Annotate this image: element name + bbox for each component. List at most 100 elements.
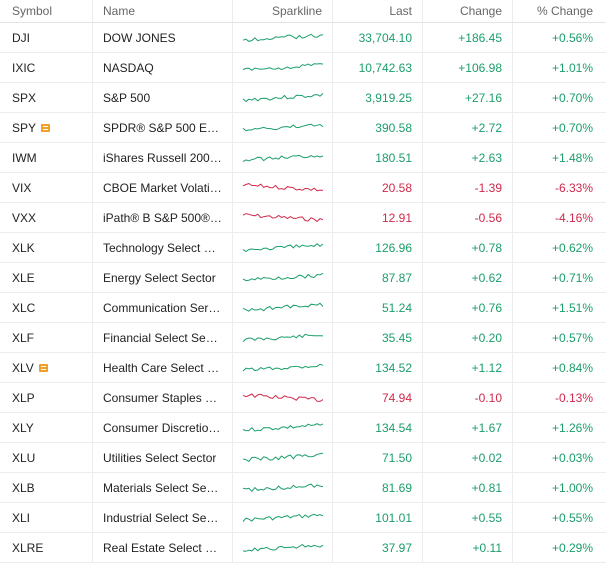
- table-row[interactable]: XLE Energy Select Sector 87.87 +0.62 +0.71%: [0, 263, 606, 293]
- symbol-cell[interactable]: XLB: [0, 473, 93, 502]
- symbol-text[interactable]: VXX: [12, 210, 37, 225]
- symbol-text[interactable]: XLI: [12, 510, 31, 525]
- table-row[interactable]: VIX CBOE Market Volatility Index 20.58-1.3…: [0, 173, 606, 203]
- name-text: Consumer Discretionary: [103, 420, 223, 435]
- symbol-text[interactable]: SPY: [12, 120, 37, 135]
- last-cell: 101.01: [333, 503, 423, 532]
- change-cell: +0.02: [423, 443, 513, 472]
- sparkline-chart: [242, 483, 323, 492]
- note-icon[interactable]: [38, 363, 48, 372]
- pct-change-cell: +0.70%: [551, 120, 593, 135]
- table-row[interactable]: DJI DOW JONES 33,704.10 +186.45 +0.56%: [0, 23, 606, 53]
- symbol-text[interactable]: XLV: [12, 360, 34, 375]
- sparkline-line: [242, 452, 323, 462]
- symbol-cell[interactable]: XLE: [0, 263, 93, 292]
- name-cell: Industrial Select Sector: [93, 503, 233, 532]
- symbol-cell[interactable]: XLY: [0, 413, 93, 442]
- header-pct-change[interactable]: % Change: [536, 4, 593, 18]
- symbol-cell[interactable]: VIX: [0, 173, 93, 202]
- pct-change-cell: -6.33%: [554, 180, 593, 195]
- table-row[interactable]: XLF Financial Select Sector 35.45 +0.20 +0.5…: [0, 323, 606, 353]
- symbol-cell[interactable]: XLI: [0, 503, 93, 532]
- table-row[interactable]: XLY Consumer Discretionary 134.54 +1.67 +1.2…: [0, 413, 606, 443]
- table-row[interactable]: XLC Communication Services 51.24 +0.76 +1.51…: [0, 293, 606, 323]
- symbol-cell[interactable]: XLV: [0, 353, 93, 382]
- symbol-text[interactable]: XLRE: [12, 540, 44, 555]
- name-cell: SPDR® S&P 500 ETF Trust: [93, 113, 233, 142]
- name-text: iPath® B S&P 500® VIX: [103, 210, 223, 225]
- sparkline-chart: [242, 242, 323, 252]
- change-cell: +1.67: [423, 413, 513, 442]
- table-row[interactable]: VXX iPath® B S&P 500® VIX 12.91 -0.56 -4.16%: [0, 203, 606, 233]
- sparkline-cell: [233, 173, 333, 202]
- change-cell: +186.45: [423, 23, 513, 52]
- sparkline-chart: [242, 62, 323, 71]
- sparkline-chart: [242, 452, 323, 462]
- note-icon[interactable]: [41, 123, 51, 132]
- sparkline-line: [242, 363, 323, 371]
- symbol-cell[interactable]: XLP: [0, 383, 93, 412]
- symbol-cell[interactable]: DJI: [0, 23, 93, 52]
- sparkline-line: [242, 123, 323, 131]
- last-cell: 134.54: [333, 413, 423, 442]
- symbol-text[interactable]: XLC: [12, 300, 36, 315]
- symbol-cell[interactable]: XLF: [0, 323, 93, 352]
- pct-change-cell: +1.48%: [551, 150, 593, 165]
- sparkline-chart: [242, 422, 323, 432]
- table-row[interactable]: SPY SPDR® S&P 500 ETF Trust 390.58+2.72 +0.…: [0, 113, 606, 143]
- header-symbol[interactable]: Symbol: [0, 0, 93, 22]
- sparkline-line: [242, 92, 323, 102]
- table-row[interactable]: XLV Health Care Select Sector 134.52+1.12 +…: [0, 353, 606, 383]
- change-cell: +0.78: [423, 233, 513, 262]
- table-row[interactable]: XLRE Real Estate Select Sector 37.97+0.11 +…: [0, 533, 606, 563]
- sparkline-line: [242, 212, 323, 222]
- symbol-text[interactable]: IWM: [12, 150, 37, 165]
- symbol-cell[interactable]: XLK: [0, 233, 93, 262]
- table-row[interactable]: SPX S&P 500 3,919.25 +27.16 +0.70%: [0, 83, 606, 113]
- symbol-text[interactable]: XLB: [12, 480, 35, 495]
- table-row[interactable]: IXIC NASDAQ 10,742.63 +106.98 +1.01%: [0, 53, 606, 83]
- symbol-text[interactable]: DJI: [12, 30, 30, 45]
- sparkline-cell: [233, 113, 333, 142]
- table-row[interactable]: XLK Technology Select Sector 126.96+0.78 +0…: [0, 233, 606, 263]
- pct-change-cell: +1.01%: [551, 60, 593, 75]
- symbol-text[interactable]: XLK: [12, 240, 35, 255]
- header-name[interactable]: Name: [93, 0, 233, 22]
- symbol-text[interactable]: XLY: [12, 420, 34, 435]
- table-row[interactable]: XLI Industrial Select Sector 101.01 +0.55 +0…: [0, 503, 606, 533]
- name-text: S&P 500: [103, 90, 151, 105]
- sparkline-chart: [242, 392, 323, 402]
- symbol-text[interactable]: XLP: [12, 390, 35, 405]
- sparkline-line: [242, 182, 323, 191]
- table-row[interactable]: IWM iShares Russell 2000 ETF 180.51+2.63 +1…: [0, 143, 606, 173]
- symbol-cell[interactable]: XLC: [0, 293, 93, 322]
- name-cell: iPath® B S&P 500® VIX: [93, 203, 233, 232]
- symbol-cell[interactable]: IWM: [0, 143, 93, 172]
- change-cell: +0.11: [423, 533, 513, 562]
- symbol-cell[interactable]: SPX: [0, 83, 93, 112]
- header-sparkline[interactable]: Sparkline: [233, 0, 333, 22]
- change-cell: +0.55: [423, 503, 513, 532]
- symbol-text[interactable]: IXIC: [12, 60, 36, 75]
- symbol-cell[interactable]: VXX: [0, 203, 93, 232]
- name-cell: Financial Select Sector: [93, 323, 233, 352]
- symbol-text[interactable]: XLE: [12, 270, 35, 285]
- table-row[interactable]: XLU Utilities Select Sector 71.50 +0.02 +0.0…: [0, 443, 606, 473]
- sparkline-cell: [233, 413, 333, 442]
- table-body: DJI DOW JONES 33,704.10 +186.45 +0.56% IXIC NA…: [0, 23, 606, 563]
- change-cell: +27.16: [423, 83, 513, 112]
- table-row[interactable]: XLB Materials Select Sector 81.69 +0.81 +1.0…: [0, 473, 606, 503]
- symbol-cell[interactable]: XLU: [0, 443, 93, 472]
- symbol-text[interactable]: XLF: [12, 330, 35, 345]
- symbol-text[interactable]: VIX: [12, 180, 32, 195]
- header-change[interactable]: Change: [423, 0, 513, 22]
- symbol-text[interactable]: XLU: [12, 450, 36, 465]
- symbol-cell[interactable]: IXIC: [0, 53, 93, 82]
- last-cell: 71.50: [333, 443, 423, 472]
- symbol-text[interactable]: SPX: [12, 90, 37, 105]
- symbol-cell[interactable]: XLRE: [0, 533, 93, 562]
- name-cell: DOW JONES: [93, 23, 233, 52]
- table-row[interactable]: XLP Consumer Staples Select 74.94-0.10 -0.1…: [0, 383, 606, 413]
- symbol-cell[interactable]: SPY: [0, 113, 93, 142]
- header-last[interactable]: Last: [333, 0, 423, 22]
